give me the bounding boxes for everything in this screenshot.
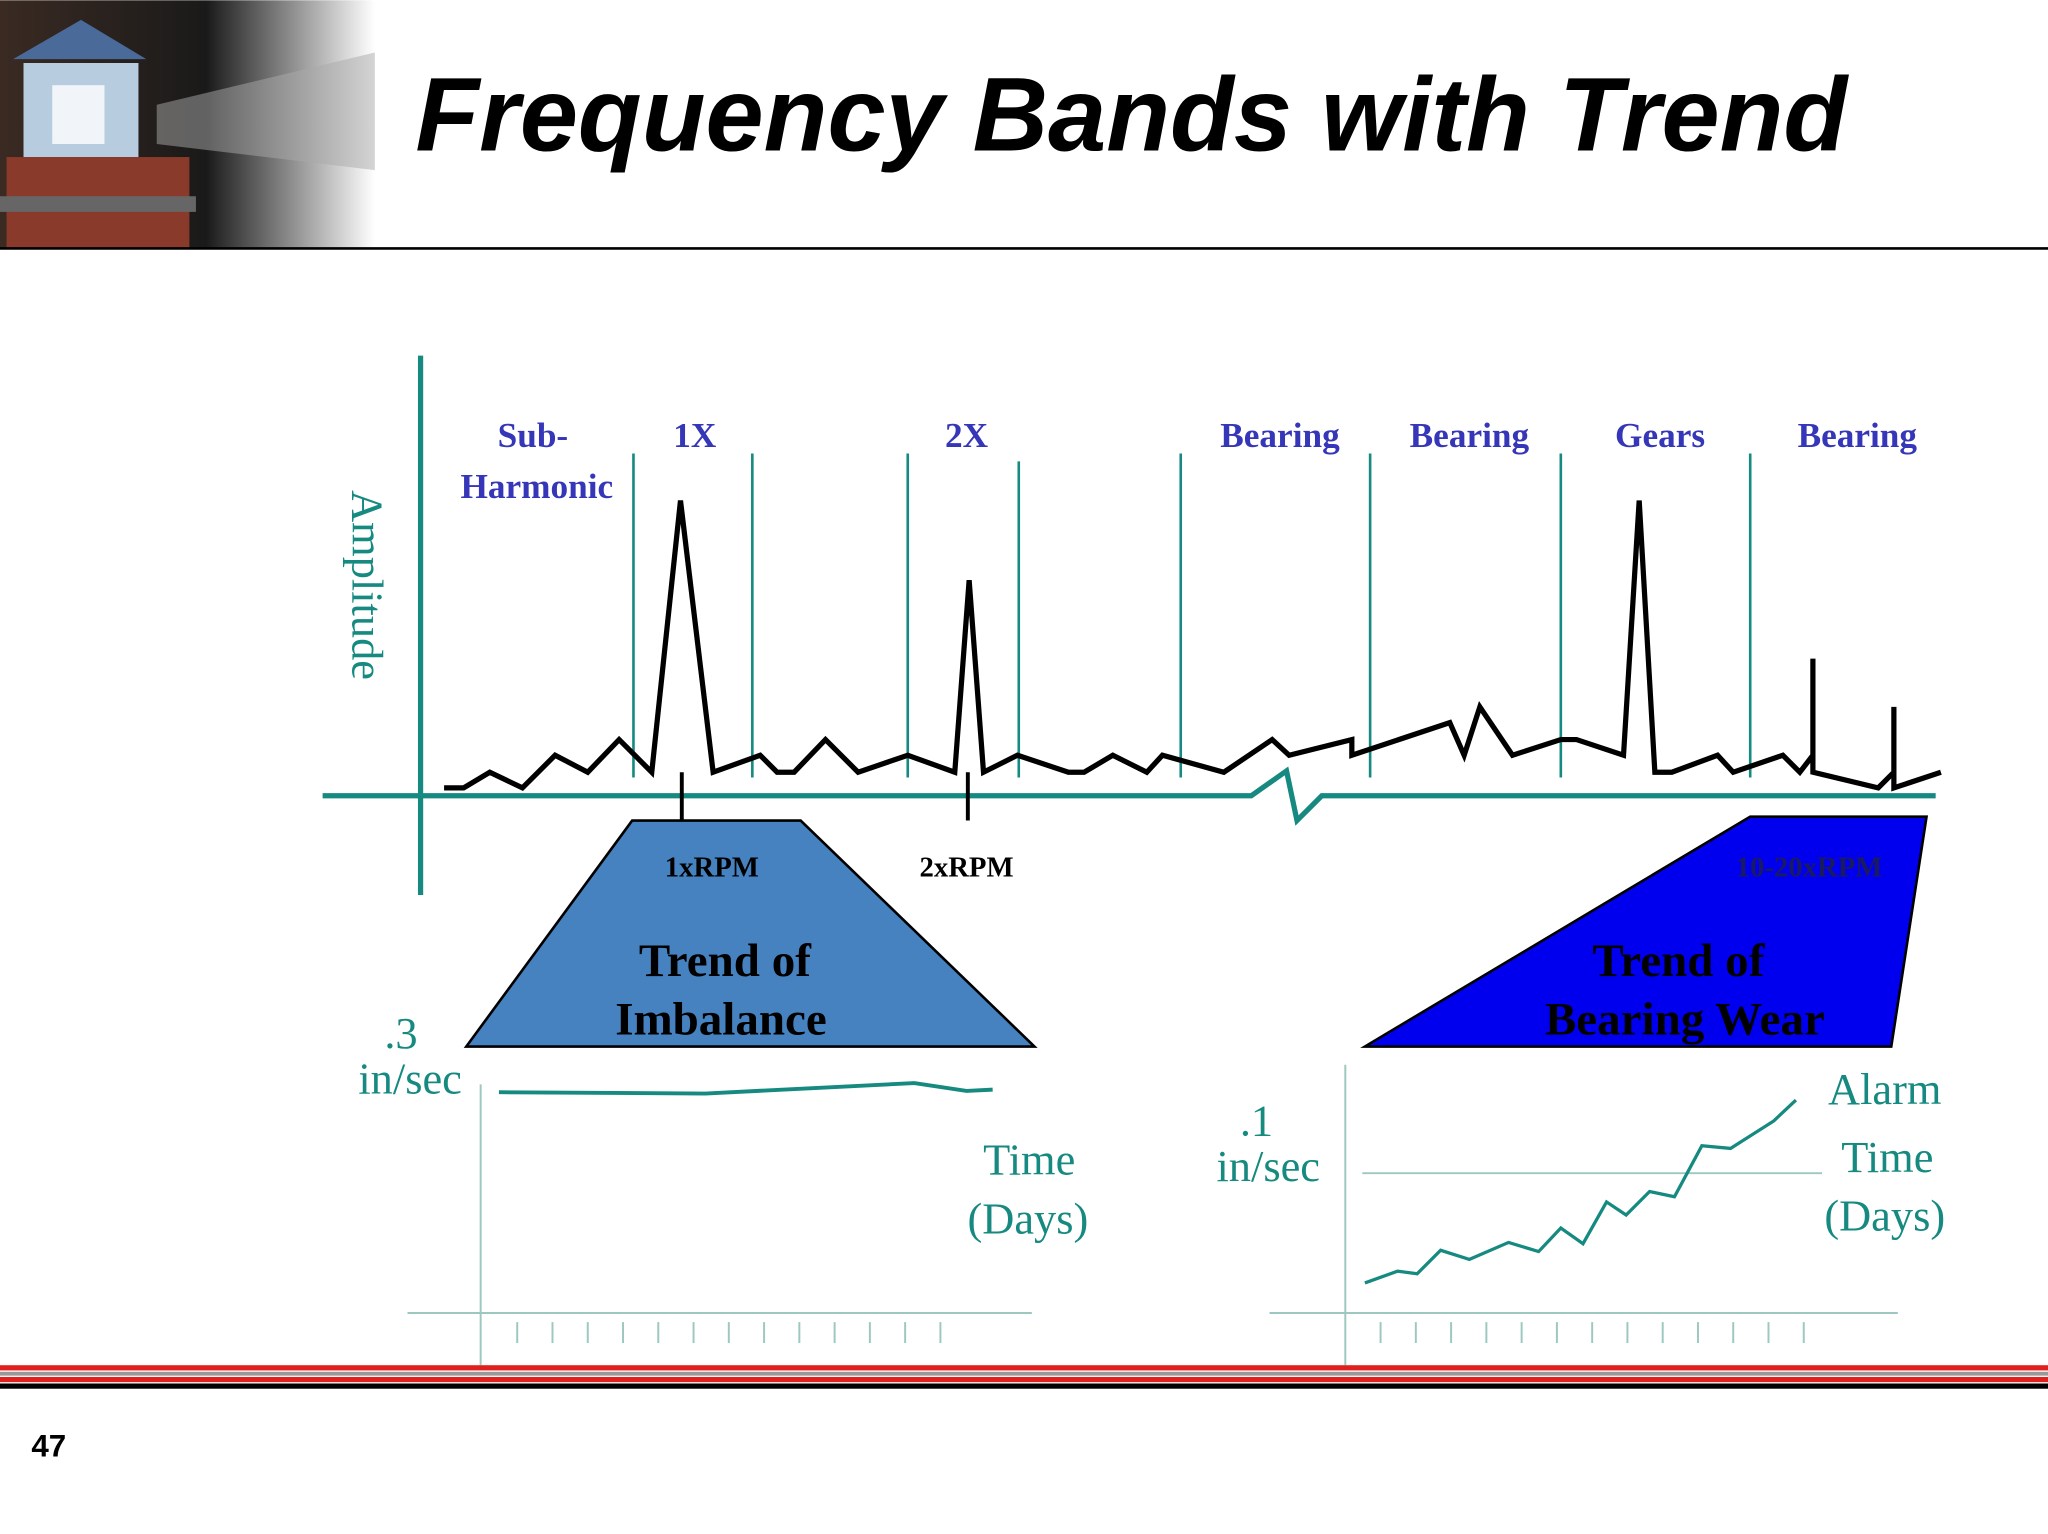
scale-label: in/sec [358,1054,462,1104]
trend-title: Trend of [1592,935,1765,987]
band-label: Bearing [1220,416,1340,455]
imbalance-trend-line [498,1081,993,1096]
alarm-label: Alarm [1828,1064,1941,1114]
marker-label: 1xRPM [665,852,759,884]
footer-rule [0,1365,2048,1389]
x-axis-label: Time [1841,1132,1933,1182]
logo [0,0,375,249]
band-label: 2X [945,416,989,455]
trend-title: Bearing Wear [1545,994,1825,1046]
scale-label: .3 [384,1008,417,1058]
band-label: Harmonic [460,467,613,506]
spectrum-axes [322,355,1936,895]
x-axis-label: (Days) [1824,1191,1945,1241]
trend-axes [407,1064,1898,1366]
x-axis-label: Time [983,1135,1075,1185]
band-label: Sub- [498,416,569,455]
trend-title: Trend of [639,935,812,987]
bearing-trapezoid [1360,815,1929,1048]
bearing-trend-line [1364,1098,1798,1285]
axis-label: Amplitude [343,490,393,680]
band-label: Bearing [1410,416,1530,455]
marker-label: 10-20xRPM [1736,852,1883,884]
page-number: 47 [31,1429,66,1464]
scale-label: in/sec [1216,1141,1320,1191]
band-label: Bearing [1798,416,1918,455]
spectrum-line [444,500,1942,792]
imbalance-trapezoid [463,819,1038,1048]
x-axis-label: (Days) [968,1193,1089,1243]
band-label: Gears [1615,416,1705,455]
marker-label: 2xRPM [919,852,1013,884]
band-label: 1X [673,416,717,455]
scale-label: .1 [1240,1095,1273,1145]
title: Frequency Bands with Trend [415,57,1849,174]
trend-title: Imbalance [615,994,827,1046]
